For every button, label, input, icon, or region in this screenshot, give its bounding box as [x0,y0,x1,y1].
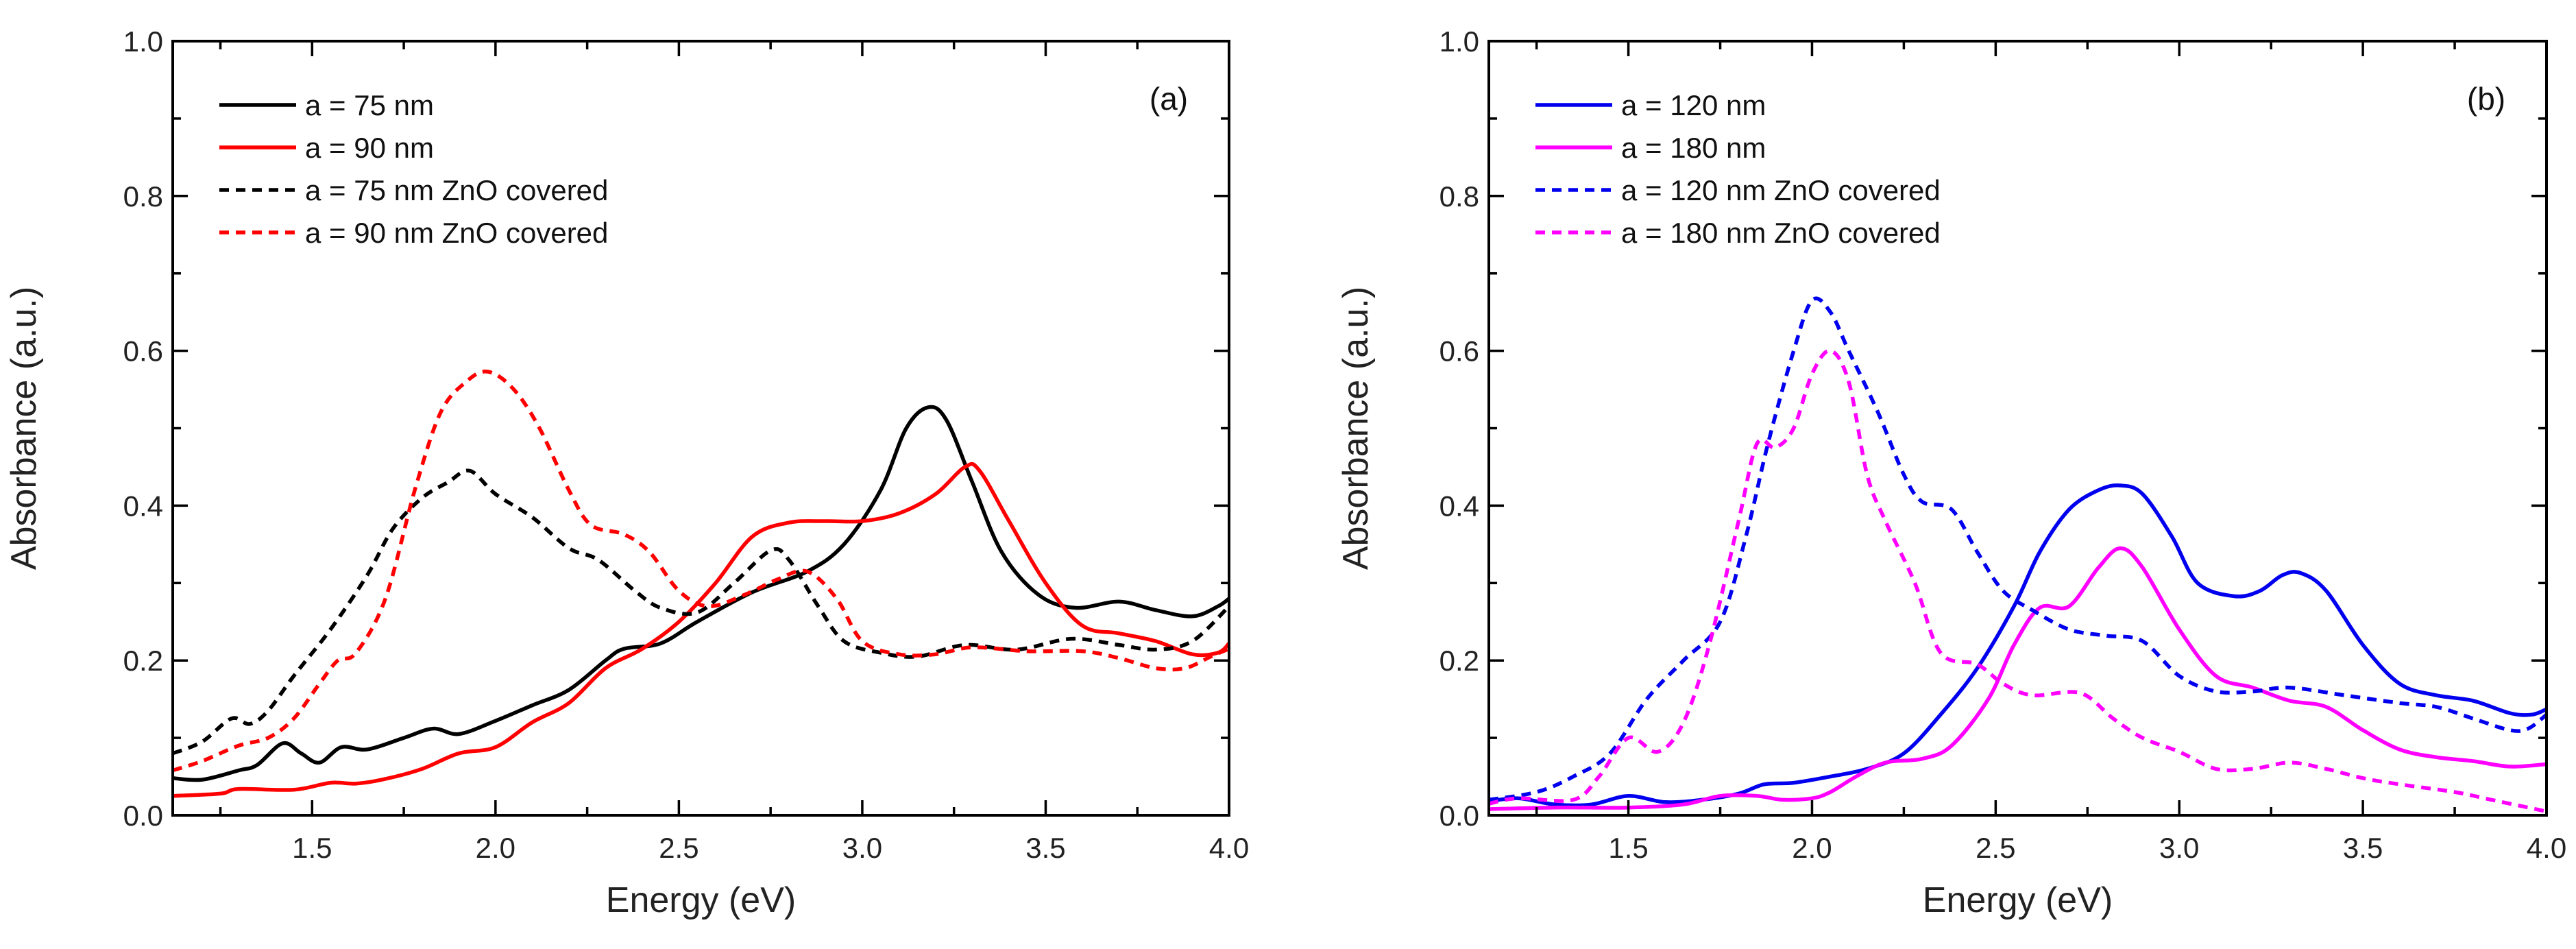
panel-a: 1.5 2.0 2.5 3.0 3.5 4.0 0.0 0.2 0.4 0.6 0.8 1.0 Ener… [4,25,1249,920]
series-line-3 [173,370,1229,773]
series-line-2 [173,468,1229,756]
x-tick-label: 2.5 [1976,832,2015,864]
series-line-2 [1489,296,2547,802]
x-tick-label: 3.0 [842,832,882,864]
legend-label: a = 180 nm [1621,132,1766,164]
series-line-1 [1489,546,2547,811]
y-axis-label: Absorbance (a.u.) [1336,287,1376,570]
series-line-1 [173,461,1229,798]
x-tick-label: 1.5 [1608,832,1648,864]
y-tick-label: 0.8 [123,180,163,213]
panel-label: (b) [2467,81,2505,117]
y-tick-label: 0.2 [1439,645,1479,677]
x-tick-label: 2.5 [659,832,698,864]
legend-label: a = 90 nm [305,132,434,164]
x-tick-label: 4.0 [2527,832,2566,864]
x-tick-label: 1.5 [292,832,332,864]
legend-label: a = 75 nm [305,89,434,121]
legend-label: a = 90 nm ZnO covered [305,217,608,249]
series-group [1489,296,2547,814]
x-tick-label: 3.5 [1025,832,1065,864]
x-tick-label: 3.0 [2159,832,2199,864]
panel-b: 1.5 2.0 2.5 3.0 3.5 4.0 0.0 0.2 0.4 0.6 0.8 1.0 Ener… [1336,25,2566,920]
y-tick-label: 0.4 [1439,490,1479,522]
x-tick-label: 2.0 [1792,832,1832,864]
y-tick-label: 0.0 [1439,800,1479,832]
y-tick-label: 0.4 [123,490,163,522]
y-tick-label: 0.0 [123,800,163,832]
y-tick-label: 0.6 [123,335,163,368]
legend-label: a = 120 nm ZnO covered [1621,174,1941,206]
y-tick-label: 0.6 [1439,335,1479,368]
panel-label: (a) [1150,81,1188,117]
series-line-0 [1489,483,2547,808]
y-tick-label: 1.0 [123,25,163,58]
x-tick-label: 2.0 [476,832,515,864]
series-line-3 [1489,348,2547,814]
y-tick-label: 0.8 [1439,180,1479,213]
legend-label: a = 75 nm ZnO covered [305,174,608,206]
series-line-0 [173,405,1229,782]
series-group [173,370,1229,798]
y-tick-label: 1.0 [1439,25,1479,58]
legend: a = 120 nm a = 180 nm a = 120 nm ZnO cover… [1535,89,1941,249]
x-tick-label: 3.5 [2343,832,2383,864]
x-tick-label: 4.0 [1209,832,1249,864]
x-axis-label: Energy (eV) [606,880,796,920]
x-axis-label: Energy (eV) [1923,880,2113,920]
legend-label: a = 120 nm [1621,89,1766,121]
y-axis-label: Absorbance (a.u.) [4,287,44,570]
legend: a = 75 nm a = 90 nm a = 75 nm ZnO covered a… [219,89,608,249]
y-tick-label: 0.2 [123,645,163,677]
legend-label: a = 180 nm ZnO covered [1621,217,1941,249]
